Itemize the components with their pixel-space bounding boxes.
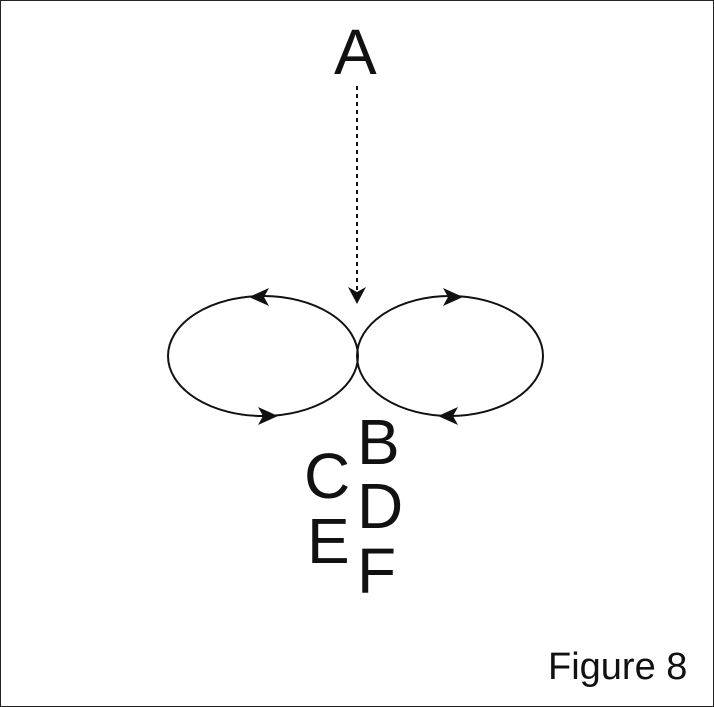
label-c: C <box>304 440 351 512</box>
label-f: F <box>357 535 397 607</box>
label-a: A <box>334 16 377 88</box>
left-loop-top-arrow <box>249 288 269 306</box>
left-loop <box>167 295 359 417</box>
label-b: B <box>357 406 400 478</box>
right-loop <box>356 295 544 417</box>
left-loop-bottom-arrow <box>258 407 278 425</box>
label-e: E <box>307 505 350 577</box>
right-loop-top-arrow <box>443 288 463 306</box>
figure-caption: Figure 8 <box>548 646 688 688</box>
label-d: D <box>357 470 404 542</box>
dashed-pointer-arrowhead <box>348 287 366 304</box>
right-loop-bottom-arrow <box>438 407 458 425</box>
